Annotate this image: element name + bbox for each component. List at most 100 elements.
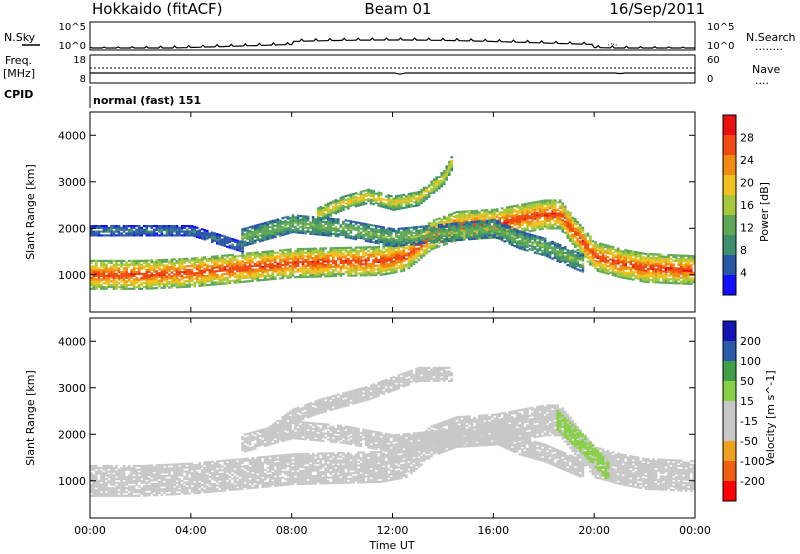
range-gate-cell (541, 225, 544, 229)
range-gate-cell (490, 219, 494, 222)
range-gate-cell (407, 194, 411, 197)
range-gate-cell (493, 218, 496, 222)
range-gate-cell (397, 237, 401, 240)
range-gate-cell (301, 264, 305, 267)
range-gate-cell (490, 226, 494, 229)
range-gate-cell (284, 269, 287, 272)
range-gate-cell (599, 268, 602, 271)
range-gate-cell (334, 260, 338, 263)
range-gate-cell (309, 262, 312, 265)
range-gate-cell (311, 262, 315, 265)
range-gate-cell (387, 257, 391, 260)
range-gate-cell (463, 223, 466, 226)
range-gate-cell (556, 219, 559, 222)
range-gate-cell (558, 205, 562, 208)
range-gate-cell (238, 255, 242, 258)
range-gate-cell (160, 232, 164, 235)
range-gate-cell (576, 262, 580, 265)
range-gate-cell (601, 250, 605, 253)
range-gate-cell (253, 257, 257, 260)
range-gate-cell (158, 272, 161, 275)
range-gate-cell (374, 272, 378, 275)
range-gate-cell (175, 273, 179, 276)
range-gate-cell (200, 262, 204, 265)
range-gate-cell (130, 226, 133, 229)
range-gate-cell (511, 218, 514, 221)
range-gate-cell (531, 247, 534, 250)
range-gate-cell (319, 216, 322, 219)
range-gate-cell (432, 219, 436, 222)
range-gate-cell (115, 259, 118, 262)
range-gate-cell (644, 256, 648, 259)
range-gate-cell (246, 272, 249, 276)
range-gate-cell (153, 270, 156, 273)
range-gate-cell (160, 275, 164, 278)
range-gate-cell (561, 248, 564, 251)
range-gate-cell (642, 256, 645, 259)
range-gate-cell (395, 256, 398, 259)
range-gate-cell (538, 239, 542, 242)
range-gate-cell (579, 249, 582, 252)
range-gate-cell (339, 233, 343, 236)
range-gate-cell (140, 232, 143, 235)
range-gate-cell (306, 262, 310, 265)
range-gate-cell (379, 264, 383, 267)
range-gate-cell (448, 219, 451, 222)
range-gate-cell (165, 281, 169, 284)
range-gate-cell (644, 252, 648, 256)
range-gate-cell (569, 222, 572, 226)
range-gate-cell (465, 225, 469, 228)
range-gate-cell (289, 272, 292, 275)
range-gate-cell (261, 228, 264, 231)
range-gate-cell (538, 213, 542, 216)
range-gate-cell (226, 265, 229, 268)
range-gate-cell (611, 268, 615, 271)
range-gate-cell (342, 267, 345, 270)
range-gate-cell (120, 284, 123, 287)
range-gate-cell (271, 227, 275, 230)
range-gate-cell (231, 253, 234, 256)
range-gate-cell (188, 283, 191, 286)
beam-title: Beam 01 (364, 0, 431, 18)
range-gate-cell (405, 246, 408, 249)
range-gate-cell (165, 232, 169, 235)
range-gate-cell (528, 220, 532, 223)
range-gate-cell (160, 281, 164, 284)
range-gate-cell (352, 237, 355, 240)
range-gate-cell (132, 261, 136, 264)
range-gate-cell (324, 230, 327, 233)
noise-sky-line (89, 37, 695, 49)
range-gate-cell (672, 263, 675, 266)
range-gate-cell (228, 268, 232, 272)
range-gate-cell (420, 254, 423, 257)
range-gate-cell (556, 221, 559, 224)
range-gate-cell (563, 251, 567, 254)
range-gate-cell (246, 243, 249, 246)
range-gate-cell (599, 257, 602, 260)
range-gate-cell (647, 258, 650, 261)
range-gate-cell (427, 222, 431, 225)
range-gate-cell (581, 236, 585, 239)
range-gate-cell (127, 287, 131, 290)
range-gate-cell (405, 236, 408, 239)
range-gate-cell (581, 230, 585, 233)
range-gate-cell (500, 237, 504, 240)
range-gate-cell (274, 232, 277, 235)
range-gate-cell (407, 267, 411, 270)
range-gate-cell (311, 260, 315, 263)
range-gate-cell (362, 193, 365, 196)
range-gate-cell (359, 266, 363, 269)
range-gate-cell (289, 248, 292, 251)
range-gate-cell (511, 214, 514, 217)
range-gate-cell (178, 226, 181, 229)
range-gate-cell (120, 285, 123, 289)
range-gate-cell (611, 253, 615, 256)
freq-tick-high: 18 (73, 55, 86, 66)
range-gate-cell (324, 269, 327, 272)
range-gate-cell (274, 275, 277, 279)
range-gate-cell (505, 239, 509, 242)
range-gate-cell (448, 234, 451, 237)
range-gate-cell (684, 280, 688, 283)
range-gate-cell (505, 210, 509, 213)
range-gate-cell (354, 261, 358, 264)
